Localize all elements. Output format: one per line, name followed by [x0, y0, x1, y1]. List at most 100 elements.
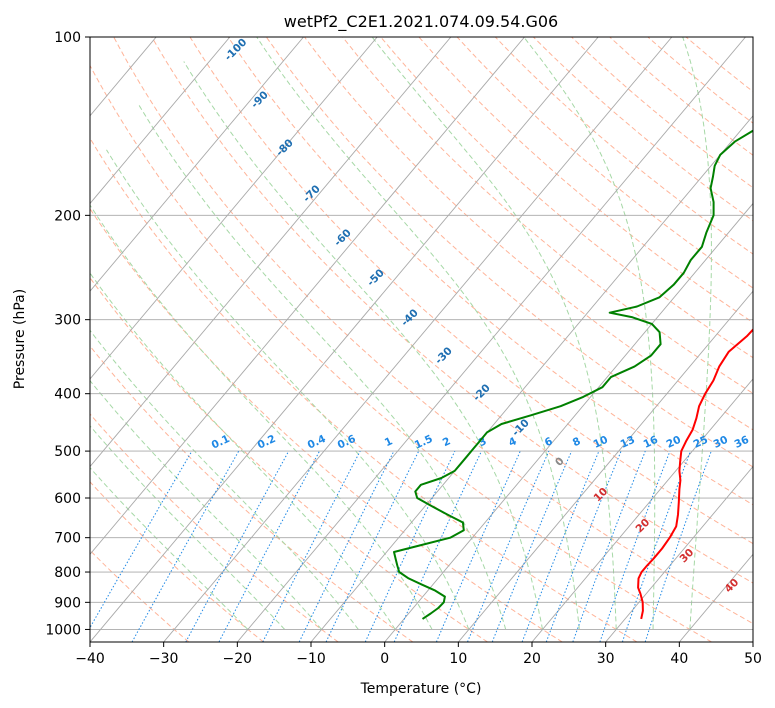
- dewpoint-profile-line: [393, 129, 753, 620]
- dry-adiabat: [304, 37, 753, 431]
- dry-adiabat: [90, 64, 712, 642]
- y-tick-label: 600: [54, 491, 81, 507]
- isotherm-line: [605, 465, 753, 642]
- isotherm-line: [310, 115, 753, 642]
- mixing-ratio-line: [262, 450, 361, 642]
- moist-adiabat: [682, 37, 712, 630]
- x-tick-label: −40: [75, 651, 105, 667]
- mixing-ratio-line: [435, 450, 521, 642]
- x-tick-label: −20: [223, 651, 253, 667]
- inline-labels: 0.1 0.2 0.4 0.6 1 1.5 2 3 4 6 8 10 13 16 20 25 30 36-100-…: [210, 36, 751, 595]
- x-tick-label: 30: [597, 651, 615, 667]
- y-tick-label: 900: [54, 595, 81, 611]
- moist-adiabat: [371, 37, 617, 630]
- data-lines: [393, 129, 753, 620]
- mixing-ratio-label: 25: [692, 434, 710, 451]
- mixing-ratio-line: [644, 450, 712, 642]
- mixing-ratio-line: [545, 450, 622, 642]
- y-tick-label: 500: [54, 444, 81, 460]
- moist-adiabat: [138, 104, 507, 630]
- x-tick-label: −10: [296, 651, 326, 667]
- x-axis-label: Temperature (°C): [360, 681, 482, 697]
- mixing-ratio-line: [298, 450, 395, 642]
- dry-adiabat: [609, 37, 753, 156]
- mixing-ratio-line: [131, 450, 240, 642]
- isotherm-line: [384, 202, 753, 642]
- moist-adiabat: [523, 37, 656, 630]
- mixing-ratio-line: [491, 450, 573, 642]
- mixing-ratio-line: [393, 450, 482, 642]
- dry-adiabat: [265, 37, 753, 468]
- isotherm-line: [531, 378, 753, 642]
- mixing-ratio-label: 1: [383, 435, 395, 449]
- isotherm-line: [90, 37, 304, 292]
- mixing-ratio-line: [599, 450, 671, 642]
- mixing-ratio-label: 10: [592, 434, 610, 451]
- x-tick-label: −30: [149, 651, 179, 667]
- mixing-ratio-line: [621, 450, 691, 642]
- moist-adiabat: [90, 329, 359, 630]
- moist-adiabat: [183, 61, 543, 630]
- x-tick-label: 40: [670, 651, 688, 667]
- dry-adiabat: [533, 37, 753, 222]
- mixing-ratio-line: [185, 450, 290, 642]
- isotherm-line: [90, 37, 452, 468]
- dry-adiabat: [90, 276, 488, 642]
- dry-adiabat: [113, 37, 753, 625]
- mixing-ratio-line: [467, 450, 550, 642]
- isotherm-line: [90, 37, 525, 556]
- temperature-profile-line: [637, 328, 753, 620]
- dry-adiabat: [227, 37, 753, 506]
- y-tick-label: 100: [54, 30, 81, 46]
- dry-adiabat: [342, 37, 753, 394]
- dry-adiabat: [151, 37, 753, 584]
- plot-frame: [89, 36, 754, 643]
- x-tick-label: 0: [380, 651, 389, 667]
- mixing-ratio-label: 2: [441, 435, 453, 449]
- mixing-ratio-label: 8: [571, 435, 583, 449]
- moist-adiabat: [256, 37, 580, 630]
- mixing-ratio-line: [364, 450, 456, 642]
- chart-title: wetPf2_C2E1.2021.074.09.54.G06: [284, 12, 558, 32]
- mixing-ratio-line: [521, 450, 600, 642]
- x-tick-label: 10: [449, 651, 467, 667]
- dry-adiabat: [90, 413, 339, 642]
- mixing-ratio-line: [572, 450, 646, 642]
- dry-adiabat: [456, 37, 753, 289]
- y-tick-label: 700: [54, 531, 81, 547]
- mixing-ratio-label: 13: [619, 434, 637, 451]
- isotherm-line: [163, 37, 673, 642]
- x-tick-label: 20: [523, 651, 541, 667]
- moist-adiabat: [90, 379, 322, 630]
- isotherm-line: [457, 290, 753, 642]
- dry-adiabat: [90, 207, 563, 642]
- x-tick-label: 50: [744, 651, 762, 667]
- mixing-ratio-label: 3: [477, 435, 489, 449]
- dry-adiabat: [90, 137, 638, 642]
- mixing-ratio-label: 36: [733, 434, 751, 451]
- dry-adiabat: [90, 481, 264, 642]
- mixing-ratio-label: 16: [642, 434, 660, 451]
- y-tick-label: 200: [54, 208, 81, 224]
- isotherm-line: [236, 37, 746, 642]
- mixing-ratio-label: 6: [543, 435, 555, 449]
- dry-adiabat: [380, 37, 753, 359]
- moist-adiabat: [106, 149, 470, 630]
- y-tick-label: 1000: [45, 622, 81, 638]
- mixing-ratio-label: 20: [665, 434, 683, 451]
- isotherm-line: [90, 37, 378, 380]
- background-lines: [90, 37, 753, 642]
- y-tick-label: 400: [54, 387, 81, 403]
- mixing-ratio-line: [218, 450, 320, 642]
- y-tick-label: 800: [54, 565, 81, 581]
- axes: −40 −30 −20 −10 0 10 20 30 40 50 100 200 300 400 500 60…: [45, 30, 762, 667]
- y-tick-label: 300: [54, 313, 81, 329]
- moist-adiabat: [90, 204, 433, 630]
- isotherm-line: [90, 37, 599, 642]
- dry-adiabat: [189, 37, 753, 545]
- moist-adiabat: [90, 466, 249, 630]
- mixing-ratio-label: 30: [712, 434, 730, 451]
- mixing-ratio-label: 4: [507, 435, 519, 449]
